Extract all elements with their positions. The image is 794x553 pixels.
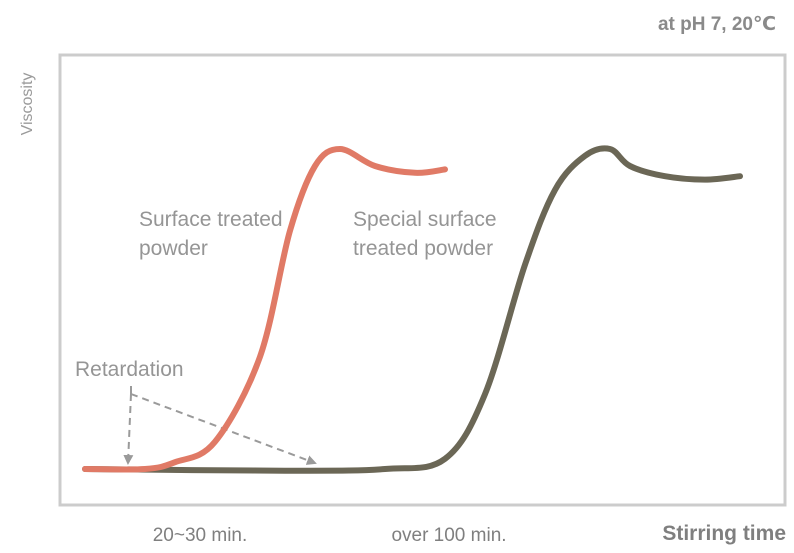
y-axis-label: Viscosity [19, 72, 36, 136]
series-line-special-surface-treated [82, 145, 743, 474]
x-tick-label: over 100 min. [391, 525, 507, 546]
retardation-label: Retardation [75, 358, 184, 381]
retardation-arrow-vertical [123, 393, 134, 465]
series-line-surface-treated [82, 146, 448, 473]
series-label-line: Surface treated [139, 208, 283, 231]
condition-note: at pH 7, 20℃ [657, 14, 776, 35]
x-tick-label: 20~30 min. [152, 525, 248, 546]
series-label-special-surface-treated: Special surface treated powder [353, 205, 497, 263]
series-label-surface-treated: Surface treated powder [139, 205, 283, 263]
plot-frame [58, 53, 787, 507]
retardation-arrows [123, 386, 317, 465]
x-axis-label: Stirring time [662, 522, 786, 545]
series-label-line: treated powder [353, 237, 494, 260]
series-layer [82, 145, 743, 474]
series-label-line: Special surface [353, 208, 497, 231]
series-label-line: powder [139, 237, 208, 260]
